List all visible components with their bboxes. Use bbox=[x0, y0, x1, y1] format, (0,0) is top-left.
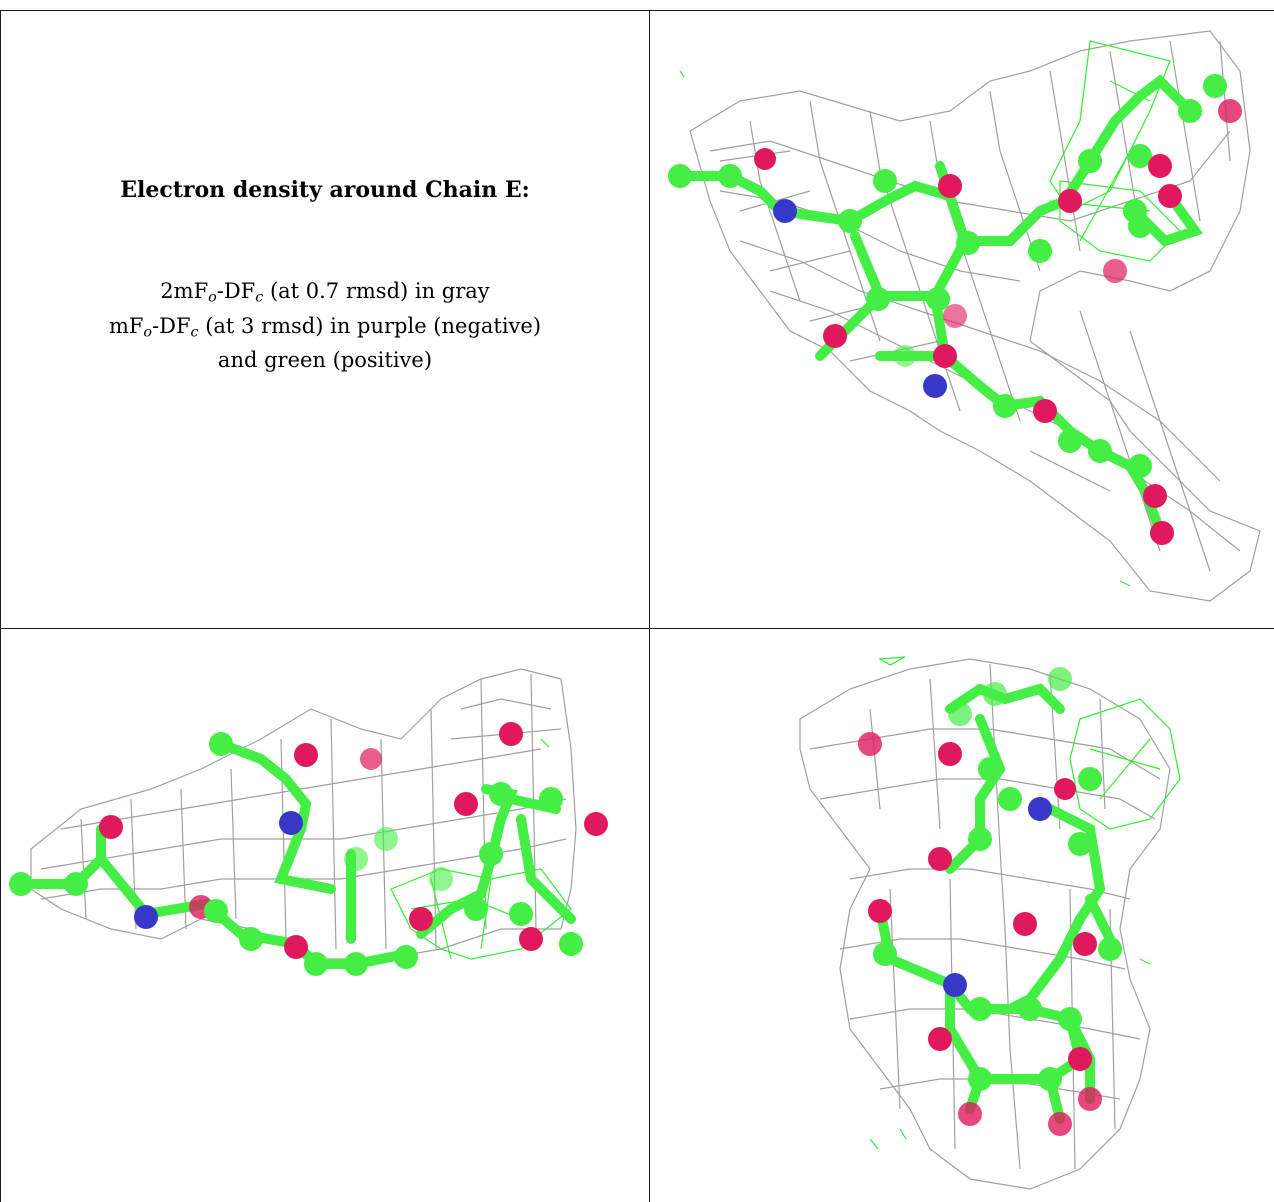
border-top bbox=[0, 10, 1274, 11]
panel-bottom-left bbox=[1, 629, 649, 1202]
gray-mesh bbox=[689, 30, 1261, 602]
electron-density-image-1 bbox=[668, 30, 1261, 602]
panel-top-right bbox=[650, 11, 1274, 628]
border-middle bbox=[0, 628, 1274, 629]
caption-cell: Electron density around Chain E: 2mFo-DF… bbox=[1, 11, 649, 628]
border-left bbox=[0, 10, 1, 1202]
caption-title: Electron density around Chain E: bbox=[120, 177, 530, 203]
border-center bbox=[649, 10, 650, 1202]
legend-line-green: and green (positive) bbox=[217, 348, 433, 373]
legend-line-difference: mFo-DFc (at 3 rmsd) in purple (negative) bbox=[108, 313, 542, 341]
caption-legend: 2mFo-DFc (at 0.7 rmsd) in gray mFo-DFc (… bbox=[109, 277, 541, 374]
legend-line-gray: 2mFo-DFc (at 0.7 rmsd) in gray bbox=[160, 279, 490, 306]
panel-bottom-right bbox=[650, 629, 1274, 1202]
molecule-atoms bbox=[668, 74, 1242, 545]
green-positive-mesh bbox=[869, 656, 1181, 1150]
green-positive-mesh bbox=[679, 40, 1181, 587]
molecule-atoms bbox=[9, 722, 608, 976]
molecule-atoms bbox=[858, 667, 1122, 1136]
electron-density-image-2 bbox=[9, 668, 608, 976]
electron-density-image-3 bbox=[799, 656, 1181, 1190]
